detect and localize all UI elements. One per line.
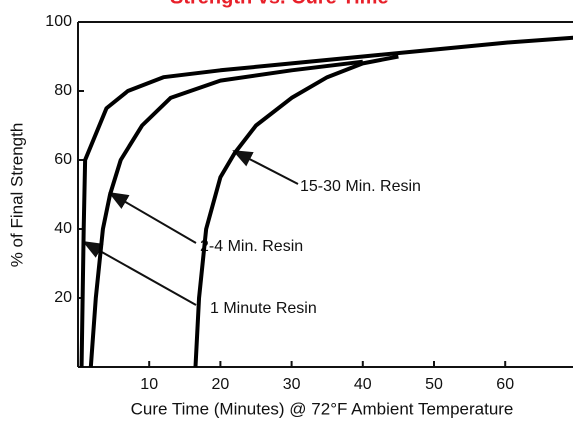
arrow (232, 150, 299, 185)
arrow (108, 191, 197, 244)
series-line (79, 35, 573, 368)
annotation: 2-4 Min. Resin (200, 238, 303, 255)
y-axis-label: % of Final Strength (7, 123, 26, 268)
x-axis-label: Cure Time (Minutes) @ 72°F Ambient Tempe… (131, 399, 514, 418)
y-tick-label: 60 (54, 151, 72, 168)
chart-title: Strength vs. Cure Time (170, 0, 389, 8)
series-line (193, 54, 399, 368)
x-tick-label: 60 (496, 376, 514, 393)
y-tick-label: 40 (54, 220, 72, 237)
series-line (88, 59, 364, 368)
annotation: 1 Minute Resin (210, 300, 317, 317)
annotation: 15-30 Min. Resin (300, 178, 421, 195)
y-tick-label: 20 (54, 289, 72, 306)
x-tick-label: 10 (140, 376, 158, 393)
x-tick-label: 40 (354, 376, 372, 393)
y-tick-label: 80 (54, 82, 72, 99)
x-tick-label: 20 (212, 376, 230, 393)
arrow (82, 241, 197, 306)
x-tick-label: 50 (425, 376, 443, 393)
x-tick-label: 30 (283, 376, 301, 393)
y-tick-label: 100 (45, 13, 72, 30)
